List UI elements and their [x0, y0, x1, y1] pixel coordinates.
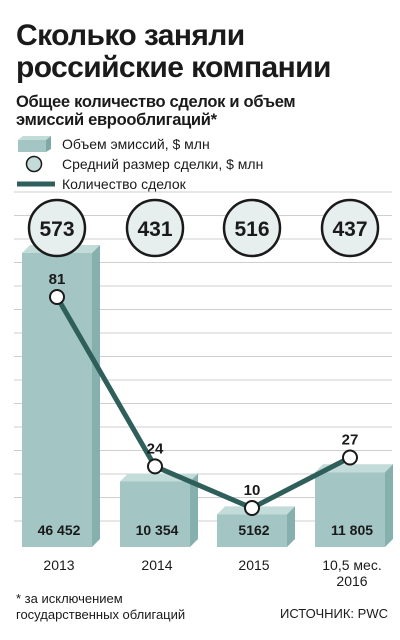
- chart-subtitle: Общее количество сделок и объем эмиссий …: [16, 93, 296, 129]
- x-tick-label: 2013: [43, 557, 74, 573]
- legend-label-count: Количество сделок: [62, 176, 186, 192]
- avg-circle: [27, 198, 87, 258]
- avg-value-label: 431: [137, 218, 172, 241]
- chart-svg: 46 452 10 354 5162 11 805 81 24 10 27 573 431 516 4…: [14, 191, 393, 589]
- count-point: [147, 458, 163, 475]
- bar-side: [287, 506, 295, 547]
- chart-area: 46 452 10 354 5162 11 805 81 24 10 27 573 431 516 4…: [0, 170, 400, 590]
- source-note: ИСТОЧНИК: PWC: [279, 606, 388, 621]
- line-swatch-icon: [17, 181, 55, 187]
- bar-value-label: 10 354: [136, 522, 179, 538]
- legend-item-avg: Средний размер сделки, $ млн: [16, 155, 386, 173]
- circle-swatch-icon: [25, 155, 43, 173]
- avg-value-label: 516: [234, 218, 269, 241]
- bar: 5162: [217, 506, 295, 547]
- bar-face: [315, 472, 385, 547]
- avg-circle: [125, 198, 185, 258]
- x-tick-label: 2016: [336, 573, 367, 589]
- x-tick-label: 2015: [238, 557, 269, 573]
- bar-side: [385, 464, 393, 547]
- legend-item-count: Количество сделок: [16, 175, 386, 193]
- bar-swatch-icon: [18, 136, 51, 152]
- x-tick-label: 10,5 мес.: [322, 557, 381, 573]
- bar-face: [217, 514, 287, 547]
- bar: 10 354: [120, 473, 198, 547]
- bar-value-label: 5162: [238, 522, 269, 538]
- avg-circle: [320, 198, 380, 258]
- legend-label-volume: Объем эмиссий, $ млн: [62, 136, 210, 152]
- bar: 11 805: [315, 464, 393, 547]
- footnote: * за исключением государственных облигац…: [16, 591, 186, 622]
- legend-label-avg: Средний размер сделки, $ млн: [62, 156, 264, 172]
- bar-side: [92, 245, 100, 547]
- chart-title: Сколько заняли российские компании: [16, 19, 331, 84]
- count-point: [342, 449, 358, 466]
- count-value-label: 10: [244, 482, 261, 499]
- count-value-label: 27: [342, 431, 359, 448]
- avg-value-label: 437: [332, 218, 367, 241]
- count-point: [244, 500, 260, 516]
- bar-value-label: 46 452: [38, 522, 81, 538]
- count-point: [49, 289, 65, 305]
- avg-circle: [222, 198, 282, 258]
- avg-value-label: 573: [39, 218, 74, 241]
- legend: Объем эмиссий, $ млн Средний размер сдел…: [16, 135, 386, 195]
- count-value-label: 81: [49, 271, 66, 288]
- x-tick-label: 2014: [141, 557, 172, 573]
- count-line: [54, 295, 352, 511]
- bar-face: [120, 481, 190, 547]
- count-value-label: 24: [147, 440, 164, 457]
- bar-side: [190, 473, 198, 547]
- bar-value-label: 11 805: [331, 522, 373, 538]
- legend-item-volume: Объем эмиссий, $ млн: [16, 135, 386, 153]
